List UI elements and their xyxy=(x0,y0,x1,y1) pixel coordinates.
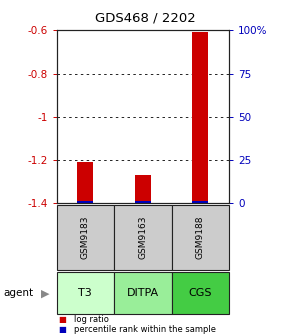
Text: GSM9188: GSM9188 xyxy=(196,216,205,259)
Bar xyxy=(77,162,93,203)
Text: T3: T3 xyxy=(78,288,92,298)
Bar xyxy=(77,201,93,203)
Text: CGS: CGS xyxy=(188,288,212,298)
Text: ▶: ▶ xyxy=(41,288,49,298)
Text: ■: ■ xyxy=(58,316,66,324)
Text: agent: agent xyxy=(3,288,33,298)
Text: percentile rank within the sample: percentile rank within the sample xyxy=(74,326,216,334)
Text: GSM9163: GSM9163 xyxy=(138,216,147,259)
Text: ■: ■ xyxy=(58,326,66,334)
Text: GDS468 / 2202: GDS468 / 2202 xyxy=(95,12,195,25)
Text: log ratio: log ratio xyxy=(74,316,109,324)
Text: DITPA: DITPA xyxy=(127,288,159,298)
Bar xyxy=(192,32,209,203)
Bar xyxy=(135,201,151,203)
Text: GSM9183: GSM9183 xyxy=(81,216,90,259)
Bar xyxy=(192,201,209,203)
Bar xyxy=(135,175,151,203)
